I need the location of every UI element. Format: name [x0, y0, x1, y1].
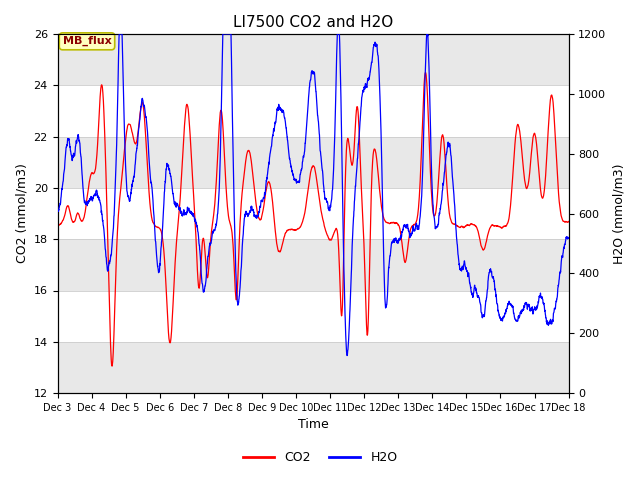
Y-axis label: H2O (mmol/m3): H2O (mmol/m3): [612, 163, 625, 264]
Y-axis label: CO2 (mmol/m3): CO2 (mmol/m3): [15, 164, 28, 264]
Bar: [58, 239, 568, 290]
Legend: CO2, H2O: CO2, H2O: [237, 446, 403, 469]
Bar: [58, 34, 568, 85]
Text: MB_flux: MB_flux: [63, 36, 111, 47]
Title: LI7500 CO2 and H2O: LI7500 CO2 and H2O: [233, 15, 393, 30]
Bar: [58, 342, 568, 393]
Bar: [58, 137, 568, 188]
X-axis label: Time: Time: [298, 419, 328, 432]
